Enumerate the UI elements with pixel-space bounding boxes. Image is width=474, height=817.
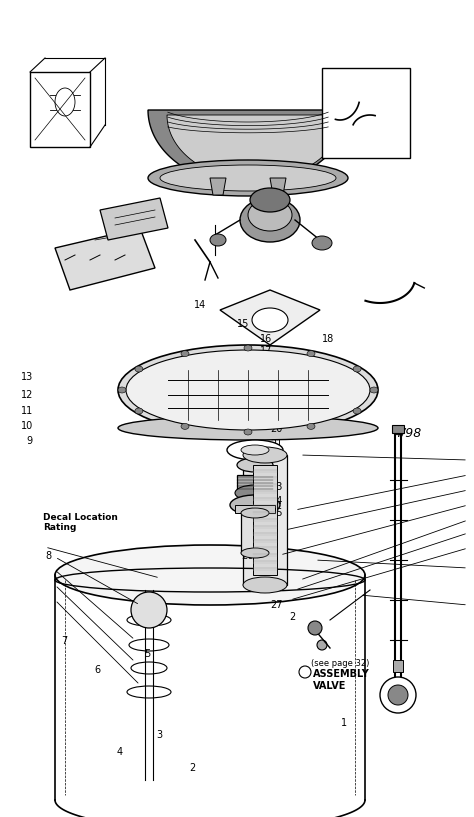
Text: 21: 21 — [270, 439, 283, 449]
Ellipse shape — [235, 485, 275, 501]
Ellipse shape — [307, 423, 315, 430]
Text: 24: 24 — [270, 496, 283, 506]
Ellipse shape — [241, 508, 269, 518]
Ellipse shape — [243, 447, 287, 463]
Polygon shape — [270, 178, 286, 195]
Ellipse shape — [250, 188, 290, 212]
Text: 18: 18 — [322, 334, 335, 344]
Ellipse shape — [353, 408, 361, 414]
Text: Decal Location: Decal Location — [43, 512, 118, 522]
Ellipse shape — [317, 640, 327, 650]
Ellipse shape — [308, 621, 322, 635]
Text: 22: 22 — [270, 451, 283, 461]
Bar — [322, 68, 410, 158]
Polygon shape — [100, 198, 168, 240]
Text: 12: 12 — [21, 390, 34, 400]
Bar — [392, 425, 404, 433]
Ellipse shape — [227, 440, 283, 460]
Text: 5: 5 — [145, 649, 151, 659]
Text: 2: 2 — [289, 612, 295, 622]
Text: 14: 14 — [194, 300, 207, 310]
Text: VALVE: VALVE — [313, 681, 346, 691]
Ellipse shape — [181, 423, 189, 430]
Ellipse shape — [118, 345, 378, 435]
Ellipse shape — [55, 545, 365, 605]
Ellipse shape — [353, 366, 361, 372]
Text: 16: 16 — [260, 334, 272, 344]
Ellipse shape — [370, 387, 378, 393]
Ellipse shape — [241, 445, 269, 455]
Ellipse shape — [380, 677, 416, 713]
Ellipse shape — [312, 236, 332, 250]
Bar — [235, 505, 275, 513]
Text: 2: 2 — [190, 763, 196, 773]
Bar — [30, 72, 90, 147]
Text: 7: 7 — [62, 636, 68, 646]
Ellipse shape — [244, 429, 252, 435]
Polygon shape — [167, 115, 343, 180]
Polygon shape — [55, 228, 155, 290]
Text: 10: 10 — [21, 421, 34, 431]
Polygon shape — [148, 110, 348, 185]
Text: 20: 20 — [270, 424, 283, 434]
Text: 26: 26 — [242, 551, 254, 560]
Ellipse shape — [244, 345, 252, 351]
Ellipse shape — [240, 198, 300, 242]
Text: 25: 25 — [270, 508, 283, 518]
Text: 4: 4 — [116, 747, 122, 757]
Text: 8: 8 — [45, 551, 51, 560]
Ellipse shape — [307, 350, 315, 357]
Bar — [253, 465, 277, 575]
Ellipse shape — [243, 577, 287, 593]
Ellipse shape — [118, 416, 378, 440]
Ellipse shape — [126, 350, 370, 430]
Ellipse shape — [131, 592, 167, 628]
Ellipse shape — [388, 685, 408, 705]
Bar — [243, 455, 287, 585]
Text: 6: 6 — [95, 665, 101, 675]
Text: 15: 15 — [237, 319, 249, 329]
Ellipse shape — [299, 666, 311, 678]
Ellipse shape — [160, 165, 336, 191]
Ellipse shape — [148, 160, 348, 196]
Text: 17: 17 — [260, 346, 272, 356]
Text: 9: 9 — [26, 436, 32, 446]
Ellipse shape — [135, 408, 143, 414]
Text: 19: 19 — [270, 410, 283, 420]
Text: (see page 32): (see page 32) — [311, 659, 369, 668]
Text: ASSEMBLY: ASSEMBLY — [313, 669, 370, 679]
Polygon shape — [210, 178, 226, 195]
Bar — [237, 475, 273, 493]
Text: Rating: Rating — [43, 523, 76, 533]
Text: 13: 13 — [21, 373, 34, 382]
Ellipse shape — [241, 548, 269, 558]
Ellipse shape — [181, 350, 189, 357]
Ellipse shape — [55, 88, 75, 116]
Text: 23: 23 — [270, 482, 283, 492]
Ellipse shape — [210, 234, 226, 246]
Text: 1: 1 — [341, 718, 347, 728]
Ellipse shape — [135, 366, 143, 372]
Ellipse shape — [230, 495, 280, 515]
Text: 4/98: 4/98 — [393, 426, 422, 440]
Text: 27: 27 — [270, 600, 283, 609]
Bar — [393, 660, 403, 672]
Ellipse shape — [252, 308, 288, 332]
Ellipse shape — [237, 458, 273, 472]
Ellipse shape — [118, 387, 126, 393]
Bar — [241, 513, 269, 553]
Polygon shape — [220, 290, 320, 345]
Text: 3: 3 — [156, 730, 163, 740]
Ellipse shape — [248, 199, 292, 231]
Bar — [55, 575, 365, 800]
Text: 11: 11 — [21, 406, 34, 416]
